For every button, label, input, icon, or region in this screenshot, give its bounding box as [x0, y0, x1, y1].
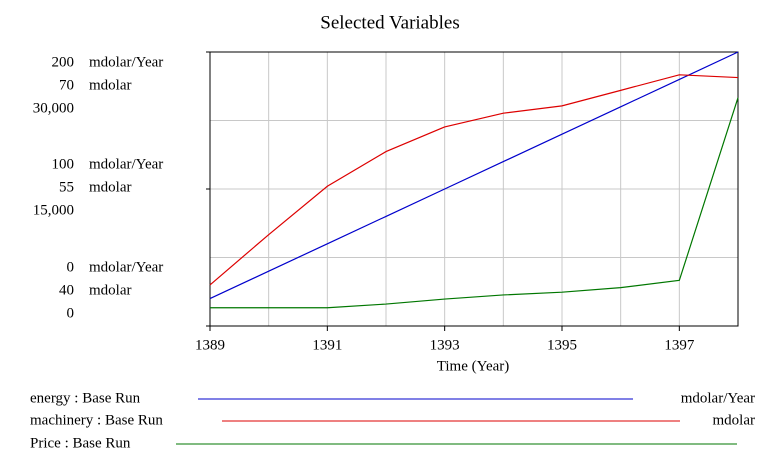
y-tick-label: 0: [67, 305, 75, 321]
y-tick-unit: mdolar/Year: [89, 156, 163, 172]
y-tick-unit: mdolar: [89, 282, 132, 298]
series-line: [209, 74, 739, 286]
x-tick-label: 1389: [195, 337, 225, 353]
y-tick-label: 200: [52, 54, 75, 70]
legend-unit: mdolar: [713, 412, 756, 428]
legend-label: energy : Base Run: [30, 390, 141, 406]
y-tick-unit: mdolar: [89, 179, 132, 195]
y-tick-unit: mdolar/Year: [89, 259, 163, 275]
legend-label: Price : Base Run: [30, 435, 131, 451]
x-tick-label: 1393: [430, 337, 460, 353]
y-tick-unit: mdolar: [89, 77, 132, 93]
chart-title: Selected Variables: [320, 12, 459, 33]
y-tick-label: 70: [59, 77, 74, 93]
series-line: [209, 51, 739, 300]
y-tick-label: 0: [67, 259, 75, 275]
y-tick-label: 100: [52, 156, 75, 172]
legend-unit: mdolar/Year: [681, 390, 755, 406]
x-axis-label: Time (Year): [437, 358, 510, 374]
y-tick-label: 55: [59, 179, 74, 195]
y-tick-label: 40: [59, 282, 74, 298]
legend-label: machinery : Base Run: [30, 412, 163, 428]
x-tick-label: 1391: [312, 337, 342, 353]
y-tick-label: 30,000: [33, 100, 74, 116]
x-tick-label: 1395: [547, 337, 577, 353]
y-tick-label: 15,000: [33, 202, 74, 218]
y-tick-unit: mdolar/Year: [89, 54, 163, 70]
x-tick-label: 1397: [664, 337, 695, 353]
series-line: [210, 97, 739, 309]
